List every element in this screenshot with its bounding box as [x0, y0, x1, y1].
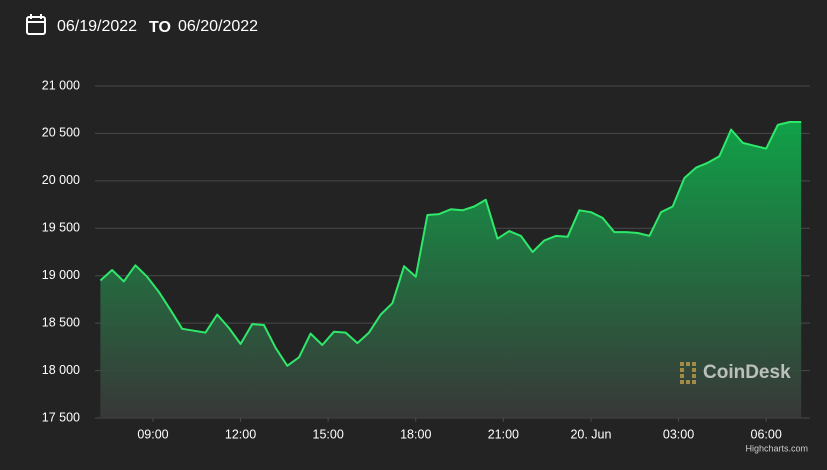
axes: 17 500 18 000 18 500 19 000 19 500 20 000 20 5… — [42, 78, 782, 441]
x-tick-label: 09:00 — [137, 427, 168, 441]
x-tick-label: 20. Jun — [570, 427, 611, 441]
x-tick-label: 18:00 — [400, 427, 431, 441]
to-label: TO — [149, 19, 171, 36]
start-date[interactable]: 06/19/2022 — [57, 18, 137, 35]
y-tick-label: 18 000 — [42, 363, 80, 377]
watermark: CoinDesk — [680, 362, 791, 384]
end-date[interactable]: 06/20/2022 — [178, 18, 258, 35]
x-tick-label: 15:00 — [313, 427, 344, 441]
x-tick-label: 06:00 — [751, 427, 782, 441]
y-tick-label: 21 000 — [42, 78, 80, 92]
y-tick-label: 19 500 — [42, 221, 80, 235]
watermark-text: CoinDesk — [703, 362, 791, 383]
credit[interactable]: Highcharts.com — [745, 443, 808, 453]
area-fill — [100, 122, 802, 418]
y-tick-label: 18 500 — [42, 315, 80, 329]
price-line — [99, 121, 802, 367]
calendar-icon[interactable] — [26, 14, 46, 35]
y-tick-label: 20 000 — [42, 173, 80, 187]
y-tick-label: 20 500 — [42, 126, 80, 140]
x-tick-label: 21:00 — [488, 427, 519, 441]
y-tick-label: 17 500 — [42, 410, 80, 424]
plot — [99, 121, 802, 418]
y-tick-label: 19 000 — [42, 268, 80, 282]
x-tick-label: 03:00 — [663, 427, 694, 441]
x-tick-label: 12:00 — [225, 427, 256, 441]
